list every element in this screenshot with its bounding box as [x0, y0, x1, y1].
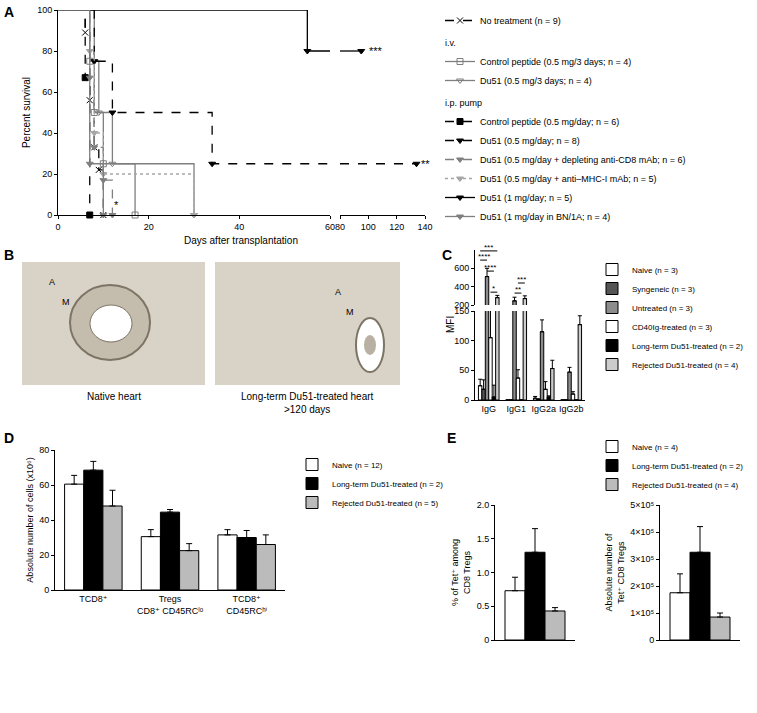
svg-text:D: D: [4, 430, 14, 446]
svg-text:E: E: [447, 430, 456, 446]
svg-text:140: 140: [417, 222, 432, 232]
svg-text:Percent survival: Percent survival: [21, 77, 32, 148]
svg-text:3×10⁵: 3×10⁵: [630, 554, 654, 564]
svg-text:Control peptide (0.5 mg/day; n: Control peptide (0.5 mg/day; n = 6): [480, 117, 619, 127]
svg-text:IgG: IgG: [481, 404, 496, 414]
svg-text:400: 400: [454, 282, 469, 292]
svg-text:0: 0: [649, 635, 654, 645]
svg-text:Absolute number of cells (x10⁶: Absolute number of cells (x10⁶): [25, 457, 35, 582]
svg-text:0: 0: [55, 222, 60, 232]
svg-text:2×10⁵: 2×10⁵: [630, 581, 654, 591]
svg-text:A: A: [49, 277, 55, 287]
svg-text:Control peptide (0.5 mg/3 days: Control peptide (0.5 mg/3 days; n = 4): [480, 57, 631, 67]
svg-text:1×10⁵: 1×10⁵: [630, 608, 654, 618]
svg-text:Untreated (n = 3): Untreated (n = 3): [632, 304, 693, 313]
svg-text:Long-term Du51-treated (n = 2): Long-term Du51-treated (n = 2): [632, 462, 743, 471]
svg-text:****: ****: [484, 263, 496, 272]
svg-text:MFI: MFI: [445, 316, 456, 333]
svg-text:Naive (n = 4): Naive (n = 4): [632, 443, 678, 452]
svg-text:20: 20: [144, 222, 154, 232]
svg-text:Du51 (1 mg/day in BN/1A; n = 4: Du51 (1 mg/day in BN/1A; n = 4): [480, 212, 610, 222]
svg-text:***: ***: [484, 243, 493, 252]
svg-text:*: *: [492, 284, 495, 293]
svg-text:Long-term Du51-treated (n = 2): Long-term Du51-treated (n = 2): [632, 342, 743, 351]
svg-text:TCD8⁺CD45RCʰⁱ: TCD8⁺CD45RCʰⁱ: [226, 594, 267, 616]
svg-text:0.5: 0.5: [477, 601, 490, 611]
svg-text:IgG1: IgG1: [506, 404, 526, 414]
svg-text:100: 100: [454, 336, 469, 346]
svg-text:Syngeneic (n = 3): Syngeneic (n = 3): [632, 285, 695, 294]
svg-text:Rejected Du51-treated (n = 4): Rejected Du51-treated (n = 4): [632, 361, 738, 370]
svg-text:20: 20: [39, 550, 49, 560]
svg-text:Long-term Du51-treated heart>1: Long-term Du51-treated heart>120 days: [241, 391, 374, 415]
svg-text:TCD8⁺: TCD8⁺: [79, 594, 108, 604]
svg-text:4×10⁵: 4×10⁵: [630, 527, 654, 537]
svg-text:0: 0: [44, 585, 49, 595]
svg-text:IgG2a: IgG2a: [531, 404, 556, 414]
svg-text:Naive (n = 12): Naive (n = 12): [332, 461, 383, 470]
svg-text:Long-term Du51-treated (n = 2): Long-term Du51-treated (n = 2): [332, 480, 443, 489]
svg-text:60: 60: [325, 222, 335, 232]
svg-text:Du51 (0.5 mg/day; n = 8): Du51 (0.5 mg/day; n = 8): [480, 136, 580, 146]
svg-text:Days after transplantation: Days after transplantation: [184, 235, 298, 246]
svg-text:60: 60: [39, 480, 49, 490]
svg-text:0: 0: [47, 210, 52, 220]
svg-text:20: 20: [42, 169, 52, 179]
svg-text:1.0: 1.0: [477, 568, 490, 578]
svg-text:Du51 (1 mg/day; n = 5): Du51 (1 mg/day; n = 5): [480, 193, 572, 203]
svg-text:2.0: 2.0: [477, 500, 490, 510]
svg-text:100: 100: [37, 5, 52, 15]
svg-text:C: C: [442, 247, 452, 263]
svg-text:***: ***: [369, 45, 383, 57]
svg-text:60: 60: [42, 87, 52, 97]
svg-text:i.p. pump: i.p. pump: [445, 98, 482, 108]
svg-text:***: ***: [517, 275, 526, 284]
svg-text:****: ****: [478, 252, 490, 261]
svg-text:TregsCD8⁺ CD45RCˡᵒ: TregsCD8⁺ CD45RCˡᵒ: [137, 594, 204, 616]
svg-text:200: 200: [454, 300, 469, 310]
svg-text:5×10⁵: 5×10⁵: [630, 500, 654, 510]
svg-text:Du51 (0.5 mg/day + anti–MHC-I: Du51 (0.5 mg/day + anti–MHC-I mAb; n = 5…: [480, 174, 657, 184]
svg-text:40: 40: [234, 222, 244, 232]
svg-text:**: **: [421, 158, 430, 170]
svg-text:**: **: [515, 285, 521, 294]
svg-text:Absolute number ofTet⁺ CD8 Tre: Absolute number ofTet⁺ CD8 Tregs: [604, 533, 626, 612]
svg-text:100: 100: [361, 222, 376, 232]
svg-text:*: *: [114, 199, 119, 211]
svg-text:M: M: [62, 297, 70, 307]
svg-text:% of Tet⁺ amongCD8 Tregs: % of Tet⁺ amongCD8 Tregs: [450, 539, 472, 606]
svg-text:40: 40: [42, 128, 52, 138]
svg-text:CD40Ig-treated (n = 3): CD40Ig-treated (n = 3): [632, 323, 713, 332]
svg-text:B: B: [4, 247, 14, 263]
svg-text:50: 50: [459, 365, 469, 375]
svg-text:120: 120: [389, 222, 404, 232]
svg-text:40: 40: [39, 515, 49, 525]
svg-text:Naive (n = 3): Naive (n = 3): [632, 266, 678, 275]
svg-text:Rejected Du51-treated (n = 4): Rejected Du51-treated (n = 4): [632, 481, 738, 490]
svg-text:80: 80: [42, 46, 52, 56]
svg-text:No treatment (n = 9): No treatment (n = 9): [480, 16, 561, 26]
svg-text:150: 150: [454, 306, 469, 316]
svg-text:A: A: [335, 287, 341, 297]
svg-text:80: 80: [335, 222, 345, 232]
svg-text:Du51 (0.5 mg/day + depleting a: Du51 (0.5 mg/day + depleting anti-CD8 mA…: [480, 155, 686, 165]
svg-text:M: M: [346, 307, 354, 317]
svg-text:Rejected Du51-treated (n = 5): Rejected Du51-treated (n = 5): [332, 499, 438, 508]
svg-text:Du51 (0.5 mg/3 days; n = 4): Du51 (0.5 mg/3 days; n = 4): [480, 76, 592, 86]
svg-text:A: A: [4, 4, 14, 20]
svg-text:0: 0: [464, 395, 469, 405]
svg-text:80: 80: [39, 445, 49, 455]
svg-text:Native heart: Native heart: [87, 391, 141, 402]
svg-text:i.v.: i.v.: [445, 38, 456, 48]
svg-text:0: 0: [484, 635, 489, 645]
svg-text:IgG2b: IgG2b: [559, 404, 584, 414]
svg-text:1.5: 1.5: [477, 534, 490, 544]
svg-text:600: 600: [454, 263, 469, 273]
